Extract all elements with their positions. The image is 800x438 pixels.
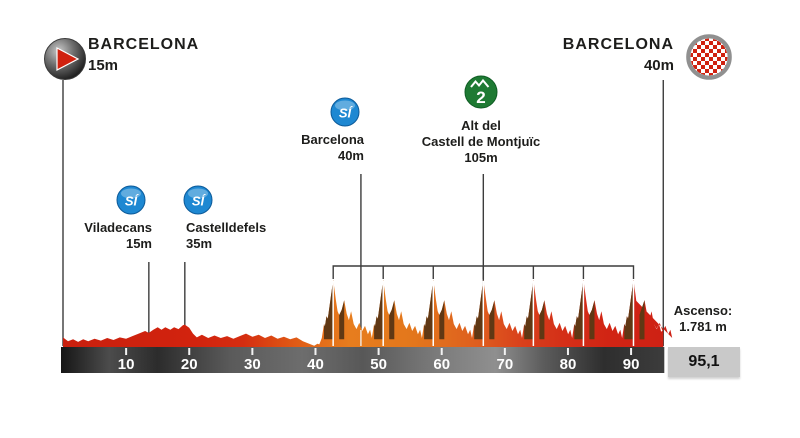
finish-city: BARCELONA [562,36,674,53]
total-distance-box: 95,1 [668,347,740,377]
waypoint-label: Alt del Castell de Montjuïc 105m [388,118,574,166]
axis-tick-label: 90 [623,356,640,373]
start-icon [43,37,87,81]
axis-tick-label: 20 [181,356,198,373]
axis-tick-label: 60 [433,356,450,373]
axis-tick-label: 80 [560,356,577,373]
waypoint-label: Castelldefels 35m [186,220,316,252]
start-elevation: 15m [88,57,119,74]
waypoint-label: Barcelona 40m [244,132,364,164]
waypoint-name-line1: Alt del [461,118,501,133]
sprint-icon: SÍ [330,97,360,127]
sprint-icon: SÍ [183,185,213,215]
axis-tick-label: 30 [244,356,261,373]
sprint-badge-text: SÍ [192,194,207,209]
ascent-block: Ascenso: 1.781 m [660,303,746,335]
climb-segment [474,279,484,340]
climb-segment [324,279,334,340]
category-2-icon: 2 [464,75,498,109]
distance-axis-bar [61,347,665,373]
climb-segment [589,300,595,340]
waypoint-name: Viladecans [84,220,152,235]
finish-label-block: BARCELONA 40m [474,36,674,74]
start-city: BARCELONA [88,36,200,53]
climb-segment [489,300,495,340]
sprint-badge-text: SÍ [125,194,140,209]
climb-segment [539,300,545,340]
climb-segment [389,300,395,340]
axis-tick-label: 50 [370,356,387,373]
climb-segment [574,279,584,340]
climb-category-text: 2 [476,88,485,107]
finish-checker [690,38,728,76]
axis-tick-label: 70 [496,356,513,373]
climb-segment [524,279,534,340]
climb-segment [339,300,345,340]
climb-segment [374,279,384,340]
waypoint-name-line2: Castell de Montjuïc [421,134,541,149]
elevation-area [63,279,673,347]
finish-ring [686,34,732,80]
sprint-badge-text: SÍ [339,106,354,121]
sprint-icon: SÍ [116,185,146,215]
waypoint-elevation: 40m [337,148,364,163]
waypoint-name: Barcelona [301,132,364,147]
ascent-value: 1.781 m [679,319,727,334]
start-label-block: BARCELONA 15m [88,36,199,74]
climb-segment [639,300,645,340]
total-distance-value: 95,1 [688,353,720,370]
finish-icon [685,33,733,81]
waypoint-label: Viladecans 15m [32,220,152,252]
waypoint-name: Castelldefels [186,220,267,235]
climb-segment [624,279,634,340]
waypoint-elevation: 105m [464,150,498,165]
climb-segment [439,300,445,340]
climb-segment [424,279,434,340]
waypoint-elevation: 15m [125,236,152,251]
mountain-icon [470,78,490,88]
ascent-label: Ascenso: [673,303,733,318]
finish-elevation: 40m [643,57,674,74]
axis-tick-label: 40 [307,356,324,373]
axis-tick-label: 10 [118,356,135,373]
waypoint-elevation: 35m [186,236,213,251]
start-play-triangle [56,47,80,71]
